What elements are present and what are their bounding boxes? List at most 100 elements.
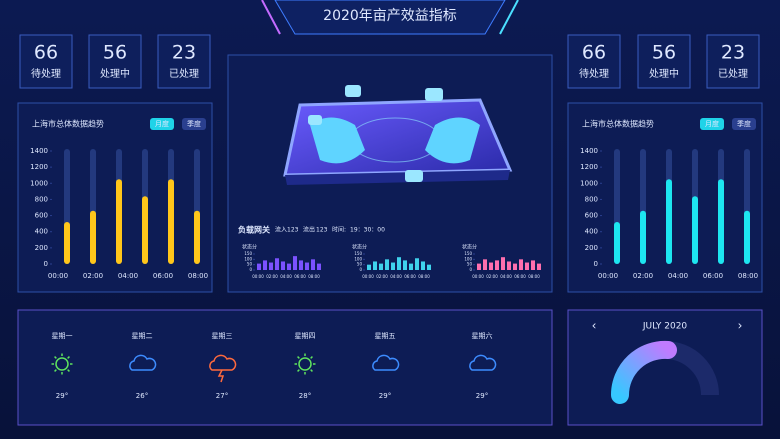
y-tick-label: 150 xyxy=(244,251,252,256)
x-tick-label: 08:00 xyxy=(528,274,540,279)
x-tick-label: 04:00 xyxy=(668,272,688,280)
y-tick-label: 200 xyxy=(585,244,598,252)
sun-icon xyxy=(55,357,69,371)
stat-box xyxy=(88,34,142,89)
y-tick-label: 0 xyxy=(44,260,48,268)
gauge-arc xyxy=(610,340,677,404)
weather-temp: 28° xyxy=(299,392,311,400)
bar xyxy=(421,261,425,270)
sun-ray xyxy=(310,369,313,372)
y-tick-label: 100 xyxy=(244,256,252,261)
weather-day: 星期二 xyxy=(132,332,153,340)
weather-temp: 29° xyxy=(379,392,391,400)
x-tick-label: 00:00 xyxy=(472,274,484,279)
y-tick-label: 400 xyxy=(35,228,48,236)
calendar-month: JULY 2020 xyxy=(642,322,688,332)
bar xyxy=(501,257,505,270)
bar xyxy=(391,262,395,270)
bar xyxy=(293,256,297,270)
bar xyxy=(513,263,517,270)
gateway-title: 负载网关 xyxy=(238,225,270,235)
y-tick-label: 800 xyxy=(35,195,48,203)
y-tick-label: 100 xyxy=(354,256,362,261)
y-tick-label: 1400 xyxy=(580,147,598,155)
bar xyxy=(275,258,279,270)
deco xyxy=(499,0,519,35)
stat-box xyxy=(637,34,691,89)
title-banner xyxy=(274,0,506,35)
x-tick-label: 02:00 xyxy=(83,272,103,280)
y-tick-label: 0 xyxy=(594,260,598,268)
weather-day: 星期六 xyxy=(472,331,493,340)
x-tick-label: 06:00 xyxy=(703,272,723,280)
bar xyxy=(142,196,148,264)
x-tick-label: 02:00 xyxy=(376,274,388,279)
y-tick-label: 400 xyxy=(585,228,598,236)
gateway-outflow: 123 xyxy=(316,227,328,234)
bar xyxy=(287,263,291,270)
stat-value: 56 xyxy=(652,42,676,64)
stat-label: 待处理 xyxy=(31,67,61,80)
stat-box xyxy=(567,34,621,89)
x-tick-label: 00:00 xyxy=(48,272,68,280)
y-tick-label: 1400 xyxy=(30,147,48,155)
x-tick-label: 00:00 xyxy=(362,274,374,279)
bar xyxy=(519,259,523,270)
bar xyxy=(495,260,499,270)
stat-box xyxy=(706,34,760,89)
bar xyxy=(317,263,321,270)
weather-temp: 29° xyxy=(476,392,488,400)
tab-label: 月度 xyxy=(705,119,719,128)
y-tick-label: 50 xyxy=(357,262,363,267)
tab-button[interactable] xyxy=(150,118,174,130)
bar xyxy=(692,196,698,264)
gateway-outflow-label: 流出 xyxy=(303,226,315,234)
tab-label: 季度 xyxy=(737,119,751,128)
bar xyxy=(718,179,724,264)
bar xyxy=(477,263,481,270)
bar xyxy=(385,259,389,270)
bar xyxy=(373,261,377,270)
next-arrow[interactable]: › xyxy=(738,319,743,333)
tab-button[interactable] xyxy=(700,118,724,130)
weather-day: 星期三 xyxy=(212,332,233,340)
y-tick-label: 50 xyxy=(247,262,253,267)
bar xyxy=(415,258,419,270)
y-tick-label: 600 xyxy=(585,212,598,220)
x-tick-label: 00:00 xyxy=(252,274,264,279)
tab-button[interactable] xyxy=(732,118,756,130)
cloud-icon xyxy=(469,354,497,371)
weather-day: 星期四 xyxy=(295,332,316,340)
bar xyxy=(666,179,672,264)
y-tick-label: 0 xyxy=(249,267,252,272)
x-tick-label: 06:00 xyxy=(294,274,306,279)
gateway-inflow-label: 流入 xyxy=(275,226,287,234)
x-tick-label: 02:00 xyxy=(633,272,653,280)
bar xyxy=(257,263,261,270)
stat-value: 66 xyxy=(34,42,58,64)
stat-label: 已处理 xyxy=(169,68,199,80)
bar xyxy=(614,222,620,264)
sun-ray xyxy=(310,356,313,359)
mini-title: 状态分 xyxy=(352,244,367,251)
weather-temp: 26° xyxy=(136,392,148,400)
stat-label: 处理中 xyxy=(649,67,679,80)
sun-ray xyxy=(54,356,57,359)
weather-day: 星期一 xyxy=(52,332,73,340)
tab-button[interactable] xyxy=(182,118,206,130)
sun-icon xyxy=(298,357,312,371)
bar xyxy=(403,260,407,270)
y-tick-label: 0 xyxy=(469,267,472,272)
gateway-inflow: 123 xyxy=(287,227,299,234)
x-tick-label: 06:00 xyxy=(514,274,526,279)
sun-ray xyxy=(67,356,70,359)
bar xyxy=(397,257,401,270)
x-tick-label: 02:00 xyxy=(486,274,498,279)
y-tick-label: 1000 xyxy=(30,179,48,187)
y-tick-label: 1200 xyxy=(30,163,48,171)
bar xyxy=(116,179,122,264)
stat-label: 处理中 xyxy=(100,67,130,80)
bar xyxy=(489,262,493,270)
prev-arrow[interactable]: ‹ xyxy=(592,319,597,333)
